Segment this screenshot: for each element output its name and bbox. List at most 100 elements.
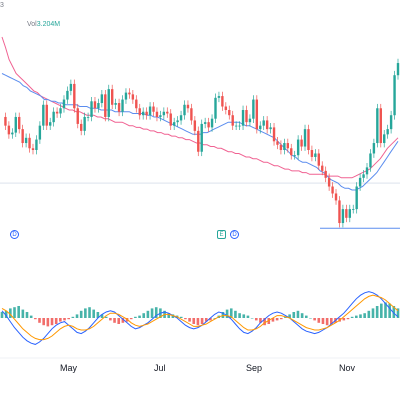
macd-histogram-bar	[25, 312, 29, 318]
short-moving-average-line	[1, 73, 399, 191]
macd-histogram-bar	[384, 302, 387, 318]
volume-label: Vol	[27, 21, 37, 28]
candle-body	[207, 122, 210, 128]
candle-body	[283, 143, 286, 150]
macd-histogram-bar	[84, 308, 87, 318]
candle-body	[279, 144, 283, 150]
macd-histogram-bar	[284, 316, 287, 318]
macd-histogram-bar	[63, 318, 66, 321]
x-tick-label-jul: Jul	[154, 363, 166, 373]
candle-body	[59, 108, 62, 114]
candle-body	[197, 130, 200, 152]
macd-histogram-bar	[42, 318, 45, 326]
candle-body	[62, 99, 66, 109]
macd-histogram-bar	[46, 318, 50, 327]
candle-body	[86, 116, 90, 118]
candle-body	[358, 177, 362, 187]
macd-histogram-bar	[196, 318, 200, 326]
candle-body	[110, 89, 114, 105]
dividend-marker[interactable]: D	[230, 230, 239, 239]
candle-body	[66, 90, 69, 100]
candle-body	[224, 106, 228, 110]
macd-histogram-bar	[259, 318, 262, 323]
macd-histogram-bar	[134, 316, 137, 318]
candle-body	[179, 115, 183, 121]
candle-body	[193, 120, 197, 131]
candle-body	[307, 129, 310, 150]
candle-body	[238, 125, 241, 127]
candle-body	[35, 139, 38, 150]
macd-histogram-bar	[246, 315, 250, 318]
candle-body	[379, 108, 382, 144]
macd-histogram-bar	[313, 318, 316, 321]
candle-body	[155, 111, 159, 117]
macd-histogram-bar	[263, 318, 266, 326]
candle-body	[327, 177, 331, 187]
candle-body	[338, 200, 341, 224]
candle-body	[152, 106, 155, 112]
macd-histogram-bar	[375, 306, 379, 318]
macd-histogram-bar	[388, 303, 391, 318]
candle-body	[334, 193, 338, 201]
macd-histogram-bar	[100, 314, 104, 318]
macd-histogram-bar	[92, 309, 96, 318]
macd-histogram-bar	[184, 318, 187, 320]
candle-body	[52, 111, 55, 123]
macd-histogram-bar	[88, 307, 91, 318]
candle-body	[369, 153, 372, 168]
candle-body	[49, 122, 52, 126]
macd-histogram-bar	[54, 318, 58, 324]
candle-body	[83, 116, 86, 131]
candle-body	[200, 123, 203, 152]
macd-histogram-bar	[330, 318, 333, 324]
macd-histogram-bar	[67, 318, 70, 320]
candle-body	[7, 125, 11, 135]
candle-body	[76, 108, 79, 124]
candle-body	[124, 92, 128, 100]
candle-body	[18, 116, 21, 130]
candle-body	[255, 99, 259, 130]
earnings-marker[interactable]: E	[217, 230, 226, 239]
macd-histogram-bar	[321, 318, 325, 324]
candle-body	[396, 63, 400, 76]
macd-histogram-bar	[342, 318, 346, 321]
candle-body	[386, 129, 389, 135]
macd-histogram-bar	[4, 310, 8, 318]
macd-histogram-bar	[250, 318, 254, 319]
candle-body	[190, 108, 193, 121]
macd-histogram-bar	[271, 318, 275, 322]
macd-histogram-bar	[50, 318, 54, 326]
macd-histogram-bar	[309, 318, 312, 319]
candle-body	[296, 139, 300, 156]
candle-body	[210, 118, 214, 128]
candle-body	[186, 104, 190, 109]
candle-body	[241, 110, 245, 126]
candle-body	[324, 170, 327, 178]
candle-body	[393, 75, 396, 116]
macd-histogram-bar	[113, 318, 116, 323]
macd-histogram-bar	[146, 310, 150, 318]
macd-histogram-bar	[59, 318, 62, 322]
x-tick-label-nov: Nov	[339, 363, 356, 373]
candle-body	[141, 111, 145, 116]
macd-histogram-bar	[229, 308, 233, 318]
candle-body	[245, 110, 248, 123]
macd-histogram-bar	[154, 307, 158, 318]
macd-histogram-bar	[380, 303, 383, 318]
candle-body	[217, 96, 221, 98]
candle-body	[203, 122, 207, 124]
macd-histogram-bar	[234, 310, 237, 318]
macd-line	[1, 291, 399, 345]
dividend-marker[interactable]: D	[10, 230, 19, 239]
macd-histogram-bar	[150, 308, 154, 318]
candle-body	[265, 120, 269, 130]
candle-body	[135, 99, 138, 109]
candle-body	[314, 153, 317, 157]
macd-histogram-bar	[363, 313, 366, 318]
macd-histogram-bar	[121, 318, 125, 323]
candle-body	[80, 123, 83, 131]
macd-histogram-bar	[96, 312, 100, 318]
candle-body	[21, 129, 24, 144]
candle-body	[55, 111, 59, 114]
